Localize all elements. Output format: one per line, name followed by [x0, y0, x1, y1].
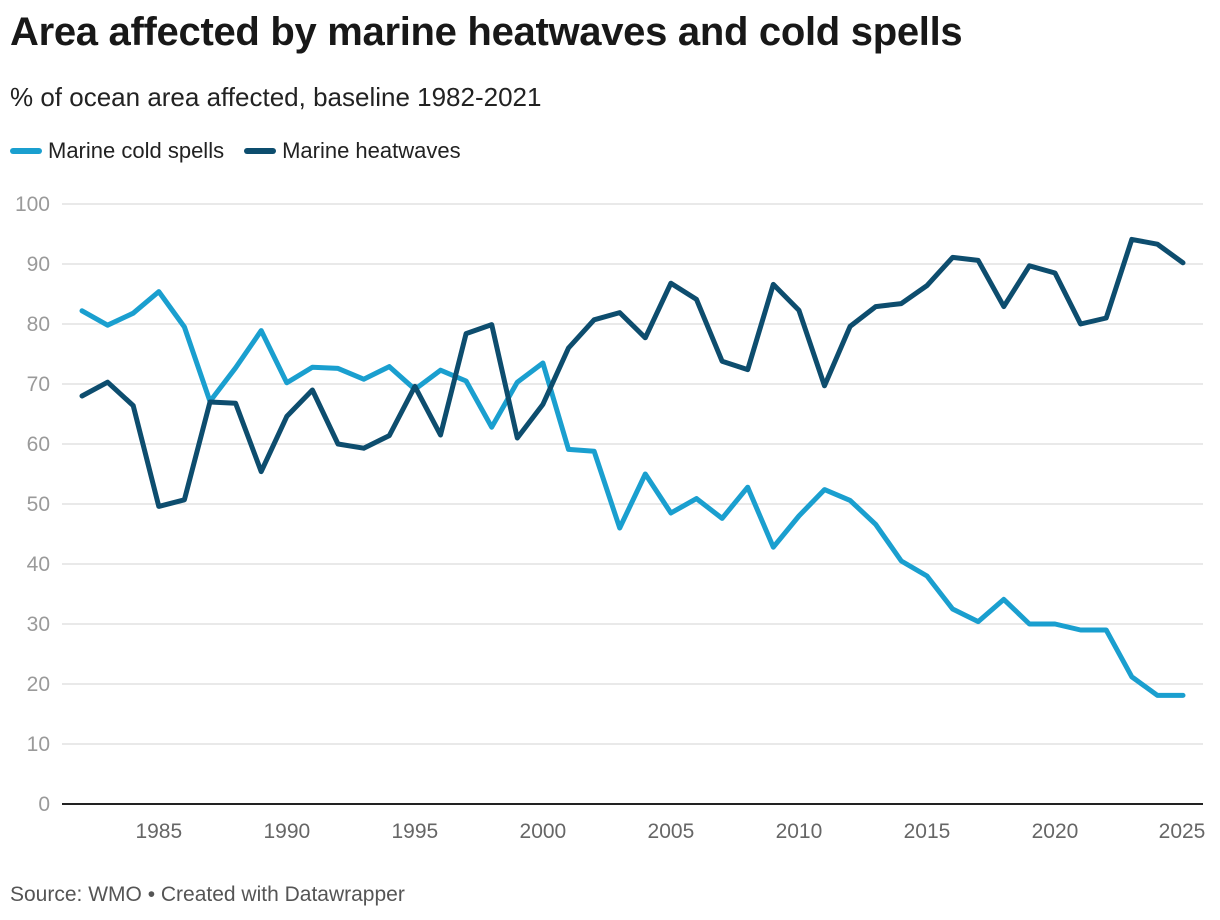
- y-tick-label: 40: [27, 553, 50, 576]
- y-tick-label: 30: [27, 613, 50, 636]
- y-tick-label: 80: [27, 313, 50, 336]
- x-tick-label: 2005: [648, 820, 695, 843]
- legend-item-cold-spells: Marine cold spells: [10, 138, 224, 164]
- series-lines: [79, 236, 1186, 698]
- x-tick-label: 2010: [776, 820, 823, 843]
- legend-label-heatwaves: Marine heatwaves: [282, 138, 461, 163]
- legend: Marine cold spells Marine heatwaves: [10, 138, 481, 164]
- x-axis-ticks: 1985 1990 1995 2000 2005 2010 2015 2020 2025: [135, 820, 1205, 843]
- series-line-heatwaves: [79, 236, 1186, 509]
- y-tick-label: 100: [15, 193, 50, 216]
- y-tick-label: 60: [27, 433, 50, 456]
- y-tick-label: 70: [27, 373, 50, 396]
- x-tick-label: 1990: [263, 820, 310, 843]
- y-tick-label: 0: [38, 793, 50, 816]
- legend-label-cold-spells: Marine cold spells: [48, 138, 225, 163]
- x-tick-label: 2025: [1159, 820, 1206, 843]
- source-note: Source: WMO • Created with Datawrapper: [10, 883, 405, 906]
- legend-swatch-cold-spells: [10, 148, 42, 154]
- y-axis-ticks: 0 10 20 30 40 50 60 70 80 90 100: [15, 193, 50, 816]
- series-line-cold-spells: [79, 289, 1186, 698]
- chart-title: Area affected by marine heatwaves and co…: [10, 10, 963, 54]
- y-tick-label: 20: [27, 673, 50, 696]
- x-tick-label: 2000: [520, 820, 567, 843]
- y-tick-label: 90: [27, 253, 50, 276]
- y-tick-label: 10: [27, 733, 50, 756]
- x-tick-label: 1995: [392, 820, 439, 843]
- y-tick-label: 50: [27, 493, 50, 516]
- legend-item-heatwaves: Marine heatwaves: [244, 138, 461, 164]
- x-tick-label: 1985: [135, 820, 182, 843]
- x-tick-label: 2020: [1032, 820, 1079, 843]
- chart-subtitle: % of ocean area affected, baseline 1982-…: [10, 82, 542, 112]
- legend-swatch-heatwaves: [244, 148, 277, 154]
- x-tick-label: 2015: [904, 820, 951, 843]
